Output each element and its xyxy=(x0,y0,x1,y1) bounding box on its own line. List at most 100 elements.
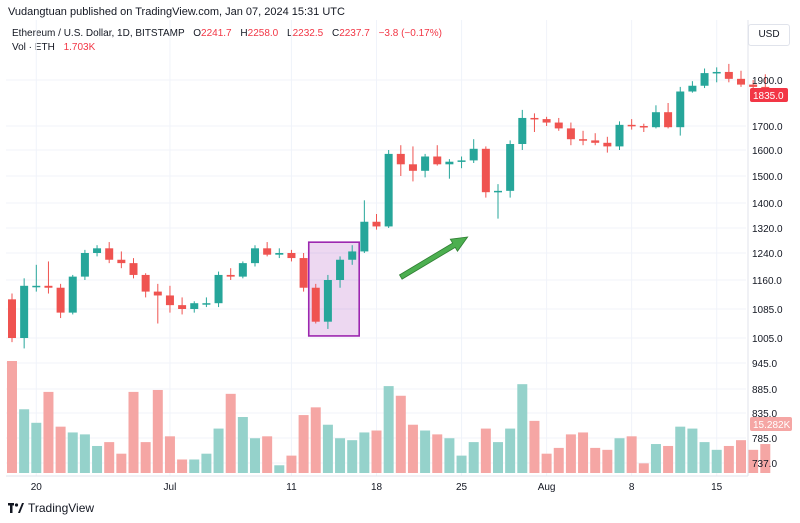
volume-bar xyxy=(675,426,686,473)
volume-bar xyxy=(310,407,321,473)
volume-bar xyxy=(444,438,455,473)
price-tick-label: 1600.0 xyxy=(752,146,783,157)
candle-body xyxy=(360,221,369,252)
trend-arrow-icon xyxy=(398,236,469,280)
publisher-line: Vudangtuan published on TradingView.com,… xyxy=(8,6,345,18)
date-tick-label: Aug xyxy=(538,482,556,493)
volume-bar xyxy=(274,465,285,473)
candle-body xyxy=(627,124,636,127)
candle-body xyxy=(433,156,442,165)
last-price-label: 1835.0 xyxy=(753,91,784,102)
candle-body xyxy=(372,221,381,227)
candle-body xyxy=(214,274,223,304)
footer-brand: TradingView xyxy=(8,501,94,515)
candle-body xyxy=(530,117,539,120)
tradingview-logo-icon xyxy=(8,503,24,513)
volume-bar xyxy=(152,389,163,473)
last-price-tag xyxy=(750,87,788,102)
candle-body xyxy=(396,153,405,165)
candle-body xyxy=(348,251,357,260)
change-value: −3.8 (−0.17%) xyxy=(378,28,442,39)
date-tick-label: 11 xyxy=(286,482,297,493)
date-tick-label: 20 xyxy=(31,482,43,493)
volume-bar xyxy=(116,453,127,473)
volume-bar xyxy=(371,430,382,473)
price-tick-label: 835.0 xyxy=(752,409,777,420)
candle-body xyxy=(494,190,502,193)
volume-bar xyxy=(553,447,564,473)
candle-body xyxy=(603,142,612,147)
symbol-legend: Ethereum / U.S. Dollar, 1D, BITSTAMP O22… xyxy=(12,28,442,39)
volume-bar xyxy=(359,432,370,473)
candle-body xyxy=(421,156,430,171)
price-tick-label: 1240.0 xyxy=(752,249,783,260)
candle-body xyxy=(275,253,284,255)
date-tick-label: 15 xyxy=(711,482,723,493)
volume-bar xyxy=(43,391,54,473)
volume-legend: Vol · ETH 1.703K xyxy=(12,42,95,53)
candle-body xyxy=(737,78,745,85)
volume-bar xyxy=(663,445,674,473)
candle-body xyxy=(44,285,53,288)
price-tick-label: 1005.0 xyxy=(752,334,783,345)
volume-value: 1.703K xyxy=(63,42,96,53)
candle-body xyxy=(566,128,575,140)
volume-bar xyxy=(128,391,139,473)
volume-bar xyxy=(493,442,503,473)
footer-brand-label: TradingView xyxy=(28,501,95,515)
candle-body xyxy=(20,285,29,338)
volume-bar xyxy=(164,436,175,473)
volume-bar xyxy=(67,432,78,473)
candle-body xyxy=(251,248,259,264)
volume-bar xyxy=(505,428,516,473)
volume-bar xyxy=(578,432,589,473)
candle-body xyxy=(287,253,296,259)
volume-bar xyxy=(104,442,115,473)
candle-body xyxy=(311,287,320,322)
price-tick-label: 1160.0 xyxy=(752,276,782,287)
candle-body xyxy=(190,303,199,309)
candle-body xyxy=(56,287,65,313)
volume-tag-label: 15.282K xyxy=(753,420,791,431)
date-tick-label: Jul xyxy=(164,482,177,493)
candle-body xyxy=(141,274,150,292)
price-tick-label: 785.0 xyxy=(752,434,777,445)
candle-body xyxy=(263,248,272,255)
candle-body xyxy=(80,253,89,277)
candle-body xyxy=(579,139,588,141)
candle-body xyxy=(651,112,660,128)
volume-bar xyxy=(262,436,273,473)
volume-bar xyxy=(480,428,491,473)
candle-body xyxy=(469,148,478,161)
volume-bar xyxy=(736,440,746,473)
candle-body xyxy=(178,305,187,309)
volume-bar xyxy=(650,444,661,473)
candle-body xyxy=(165,295,174,306)
price-tick-label: 1400.0 xyxy=(752,199,783,210)
volume-bar xyxy=(31,422,42,473)
close-value: 2237.7 xyxy=(339,28,370,39)
candle-body xyxy=(408,164,417,171)
volume-bar xyxy=(201,453,212,473)
candle-body xyxy=(664,112,673,128)
date-tick-label: 18 xyxy=(371,482,383,493)
price-tick-label: 1085.0 xyxy=(752,305,783,316)
volume-bar xyxy=(347,440,358,473)
volume-bar xyxy=(723,445,734,473)
price-tick-label: 885.0 xyxy=(752,385,777,396)
candle-body xyxy=(481,148,490,193)
volume-bar xyxy=(468,442,479,473)
volume-bar xyxy=(614,438,625,473)
volume-bar xyxy=(517,384,528,473)
volume-bar xyxy=(189,459,200,473)
candle-body xyxy=(457,160,466,162)
volume-bar xyxy=(213,428,224,473)
candle-body xyxy=(615,124,624,147)
volume-bar xyxy=(286,455,297,473)
candle-body xyxy=(688,85,697,92)
volume-bar xyxy=(322,424,333,473)
volume-bar xyxy=(638,463,649,473)
candle-body xyxy=(238,263,247,277)
price-tick-label: 1320.0 xyxy=(752,224,783,235)
